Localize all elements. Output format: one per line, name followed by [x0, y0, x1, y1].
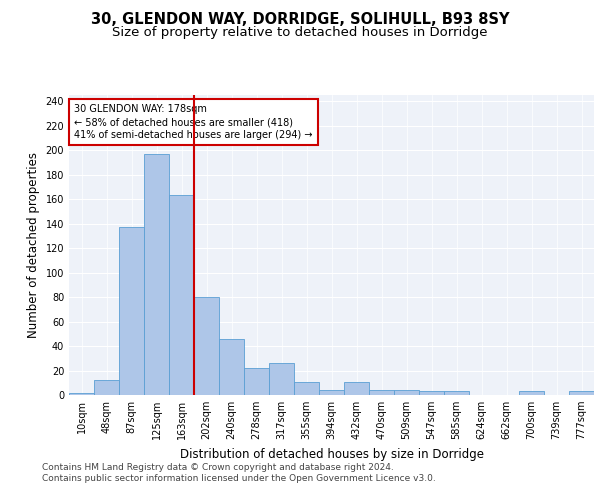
Text: 30 GLENDON WAY: 178sqm
← 58% of detached houses are smaller (418)
41% of semi-de: 30 GLENDON WAY: 178sqm ← 58% of detached…	[74, 104, 313, 141]
Text: Contains HM Land Registry data © Crown copyright and database right 2024.: Contains HM Land Registry data © Crown c…	[42, 462, 394, 471]
Text: 30, GLENDON WAY, DORRIDGE, SOLIHULL, B93 8SY: 30, GLENDON WAY, DORRIDGE, SOLIHULL, B93…	[91, 12, 509, 28]
Bar	[244, 368, 269, 395]
Bar	[169, 196, 194, 395]
Bar	[394, 390, 419, 395]
X-axis label: Distribution of detached houses by size in Dorridge: Distribution of detached houses by size …	[179, 448, 484, 460]
Bar	[94, 380, 119, 395]
Bar	[119, 227, 144, 395]
Bar	[319, 390, 344, 395]
Bar	[444, 392, 469, 395]
Bar	[194, 297, 219, 395]
Bar	[219, 338, 244, 395]
Bar	[269, 363, 294, 395]
Text: Contains public sector information licensed under the Open Government Licence v3: Contains public sector information licen…	[42, 474, 436, 483]
Bar	[144, 154, 169, 395]
Bar	[294, 382, 319, 395]
Bar	[519, 392, 544, 395]
Bar	[569, 392, 594, 395]
Y-axis label: Number of detached properties: Number of detached properties	[27, 152, 40, 338]
Text: Size of property relative to detached houses in Dorridge: Size of property relative to detached ho…	[112, 26, 488, 39]
Bar	[344, 382, 369, 395]
Bar	[369, 390, 394, 395]
Bar	[419, 392, 444, 395]
Bar	[69, 392, 94, 395]
